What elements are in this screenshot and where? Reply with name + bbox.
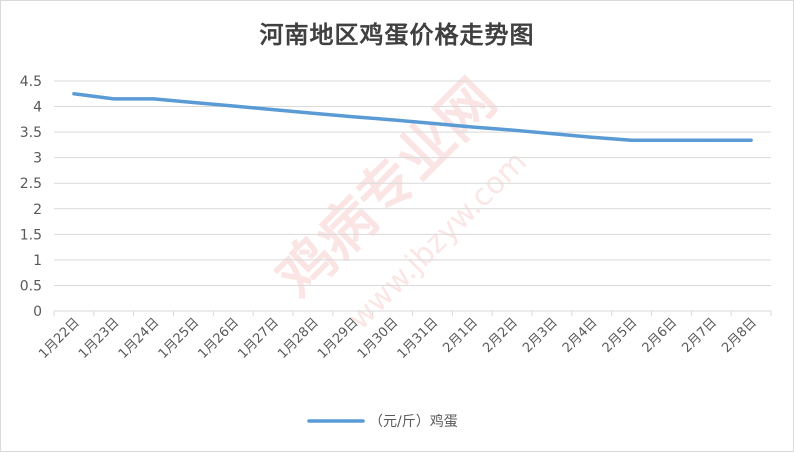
x-tick-label: 2月5日 [600, 315, 641, 356]
x-tick-label: 1月31日 [395, 315, 442, 362]
data-point [271, 108, 275, 112]
y-tick-label: 0 [33, 304, 42, 320]
x-tick-label: 1月25日 [156, 315, 203, 362]
chart-title: 河南地区鸡蛋价格走势图 [259, 21, 535, 49]
y-tick-label: 0.5 [20, 278, 42, 294]
y-tick-label: 2 [33, 202, 42, 218]
data-point [430, 121, 434, 125]
x-tick-label: 1月26日 [196, 315, 243, 362]
data-point [590, 135, 594, 139]
x-tick-label: 1月24日 [116, 315, 163, 362]
x-tick-label: 1月22日 [36, 315, 83, 362]
y-tick-label: 1.5 [20, 227, 42, 243]
data-point [231, 104, 235, 108]
y-tick-label: 4 [33, 100, 42, 116]
x-tick-label: 2月4日 [560, 315, 601, 356]
y-tick-label: 4.5 [20, 74, 42, 90]
x-tick-label: 2月1日 [440, 315, 481, 356]
data-point [669, 138, 673, 142]
x-tick-label: 1月28日 [275, 315, 322, 362]
data-point [351, 115, 355, 119]
x-tick-label: 2月6日 [640, 315, 681, 356]
y-tick-label: 3.5 [20, 125, 42, 141]
data-point [709, 138, 713, 142]
x-tick-label: 1月23日 [76, 315, 123, 362]
x-tick-label: 1月29日 [315, 315, 362, 362]
data-point [152, 97, 156, 101]
y-tick-label: 3 [33, 151, 42, 167]
data-point [112, 97, 116, 101]
data-point [749, 138, 753, 142]
y-tick-label: 1 [33, 253, 42, 269]
data-point [470, 125, 474, 129]
data-point [510, 128, 514, 132]
series-line [72, 92, 753, 143]
x-tick-label: 2月7日 [679, 315, 720, 356]
data-point [630, 138, 634, 142]
data-point [311, 111, 315, 115]
x-tick-label: 2月3日 [520, 315, 561, 356]
data-point [72, 92, 76, 96]
data-point [391, 118, 395, 122]
x-tick-label: 1月27日 [235, 315, 282, 362]
x-tick-label: 2月8日 [719, 315, 760, 356]
data-point [191, 100, 195, 104]
y-tick-label: 2.5 [20, 176, 42, 192]
data-point [550, 132, 554, 136]
legend-label: （元/斤）鸡蛋 [369, 413, 458, 430]
x-tick-label: 2月2日 [480, 315, 521, 356]
